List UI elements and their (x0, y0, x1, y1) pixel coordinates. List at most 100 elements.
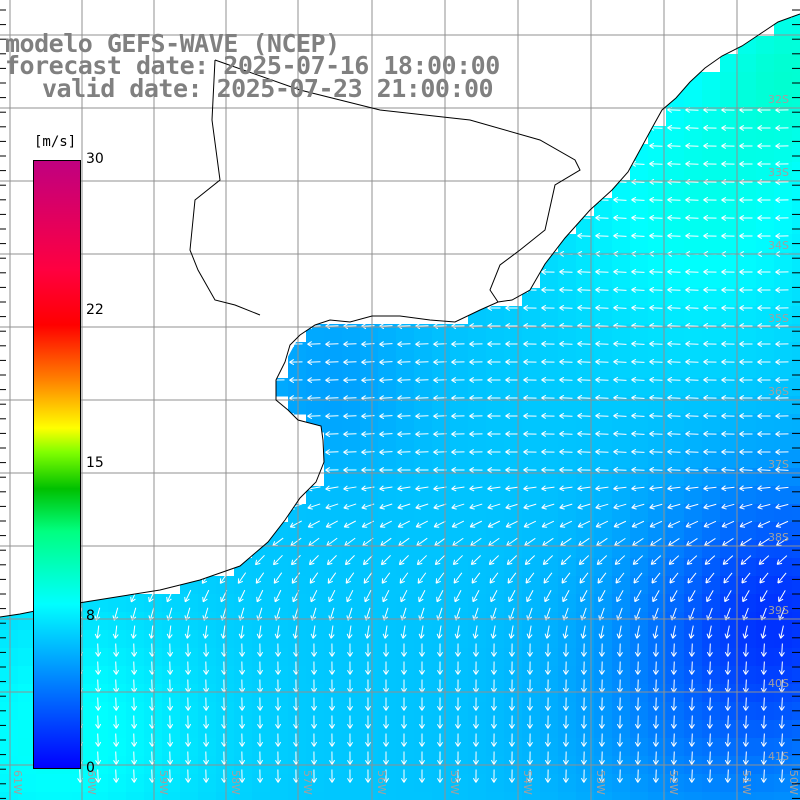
field-cell (486, 648, 505, 667)
wind-arrow (703, 520, 717, 528)
wind-arrow (472, 661, 479, 675)
wind-arrow (490, 733, 497, 747)
field-cell (540, 774, 559, 793)
wind-arrow (613, 466, 627, 473)
wind-arrow (307, 503, 321, 510)
field-cell (792, 90, 800, 109)
field-cell (792, 342, 800, 361)
wind-arrow (760, 625, 767, 639)
field-cell (594, 342, 613, 361)
field-cell (702, 108, 721, 127)
wind-arrow (343, 359, 357, 366)
wind-arrow (613, 503, 627, 510)
wind-arrow (577, 520, 591, 528)
field-cell (540, 450, 559, 469)
wind-arrow (471, 572, 481, 584)
field-cell (684, 576, 703, 595)
field-cell (756, 90, 775, 109)
wind-arrow (631, 503, 645, 510)
wind-arrow (777, 572, 787, 584)
wind-arrow (703, 503, 717, 510)
wind-arrow (328, 589, 336, 603)
field-cell (666, 162, 685, 181)
wind-arrow (185, 751, 192, 765)
field-cell (684, 180, 703, 199)
wind-arrow (649, 485, 663, 492)
field-cell (612, 792, 631, 800)
wind-arrow (760, 590, 768, 603)
wind-arrow (631, 485, 645, 492)
wind-arrow (775, 520, 789, 528)
field-cell (738, 648, 757, 667)
field-cell (306, 702, 325, 721)
field-cell (504, 684, 523, 703)
wind-arrow (487, 520, 501, 528)
wind-arrow (274, 589, 282, 603)
wind-arrow (311, 643, 318, 657)
field-cell (558, 702, 577, 721)
field-cell (378, 360, 397, 379)
wind-arrow (95, 769, 102, 783)
field-cell (486, 324, 505, 343)
field-cell (522, 342, 541, 361)
field-cell (792, 504, 800, 523)
wind-arrow (631, 340, 645, 347)
field-cell (414, 738, 433, 757)
wind-arrow (343, 520, 356, 528)
field-cell (108, 738, 127, 757)
lon-label: 57W (301, 770, 314, 795)
wind-arrow (382, 769, 390, 783)
field-cell (702, 144, 721, 163)
wind-arrow (613, 376, 627, 383)
field-cell (126, 612, 145, 631)
wind-arrow (757, 466, 771, 473)
wind-arrow (311, 715, 318, 729)
wind-arrow (721, 485, 735, 492)
field-cell (90, 666, 109, 685)
wind-arrow (311, 769, 318, 783)
field-cell (648, 306, 667, 325)
wind-arrow (595, 304, 609, 311)
field-cell (108, 792, 127, 800)
field-cell (684, 450, 703, 469)
field-cell (684, 522, 703, 541)
field-cell (378, 342, 397, 361)
field-cell (648, 198, 667, 217)
field-cell (90, 702, 109, 721)
wind-arrow (667, 503, 681, 510)
field-cell (792, 126, 800, 145)
wind-arrow (775, 413, 789, 420)
field-cell (774, 306, 793, 325)
wind-arrow (523, 520, 537, 528)
wind-arrow (541, 304, 555, 311)
wind-arrow (595, 520, 609, 528)
wind-arrow (418, 751, 425, 765)
field-cell (288, 612, 307, 631)
wind-arrow (757, 520, 771, 528)
wind-arrow (347, 643, 354, 657)
wind-arrow (649, 142, 663, 149)
wind-arrow (541, 503, 555, 510)
field-cell (702, 738, 721, 757)
field-cell (792, 792, 800, 800)
field-cell (0, 666, 19, 685)
wind-arrow (490, 590, 498, 603)
wind-arrow (257, 769, 264, 783)
field-cell (486, 576, 505, 595)
wind-arrow (685, 430, 699, 437)
wind-arrow (688, 643, 695, 657)
field-cell (558, 648, 577, 667)
field-cell (666, 684, 685, 703)
field-cell (288, 774, 307, 793)
wind-arrow (559, 503, 573, 510)
field-cell (162, 684, 181, 703)
wind-arrow (203, 661, 210, 675)
field-cell (252, 612, 271, 631)
field-cell (774, 378, 793, 397)
field-cell (0, 702, 19, 721)
field-cell (432, 540, 451, 559)
wind-arrow (289, 359, 303, 366)
field-cell (576, 792, 595, 800)
wind-arrow (311, 751, 318, 765)
